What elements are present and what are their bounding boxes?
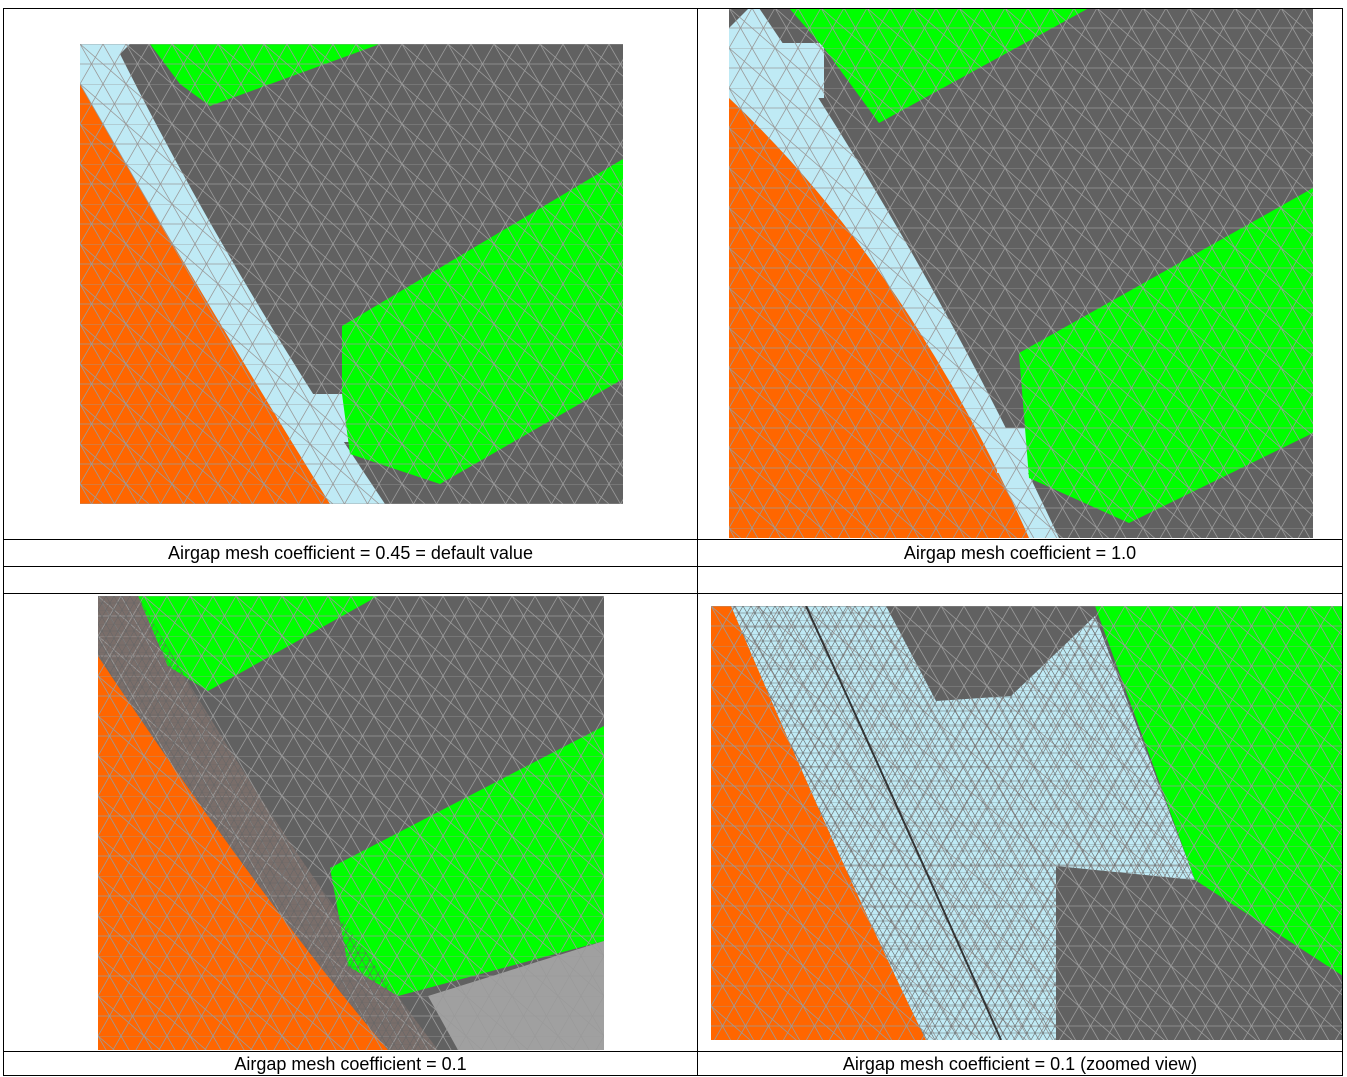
table-border: [3, 539, 1343, 540]
table-border: [3, 593, 1343, 594]
table-border: [1342, 8, 1343, 1076]
mesh-image: [729, 8, 1313, 538]
caption: Airgap mesh coefficient = 0.1: [234, 1054, 467, 1074]
table-border: [3, 566, 1343, 567]
caption: Airgap mesh coefficient = 0.1 (zoomed vi…: [842, 1054, 1198, 1074]
table-border: [697, 8, 698, 1076]
table-border: [3, 8, 1343, 9]
mesh-image: [80, 44, 623, 504]
caption: Airgap mesh coefficient = 0.45 = default…: [168, 543, 533, 563]
mesh-image: [711, 606, 1343, 1040]
mesh-image: [98, 596, 604, 1050]
caption: Airgap mesh coefficient = 1.0: [903, 543, 1137, 563]
table-border: [3, 1075, 1343, 1076]
table-border: [3, 1051, 1343, 1052]
table-border: [3, 8, 4, 1076]
